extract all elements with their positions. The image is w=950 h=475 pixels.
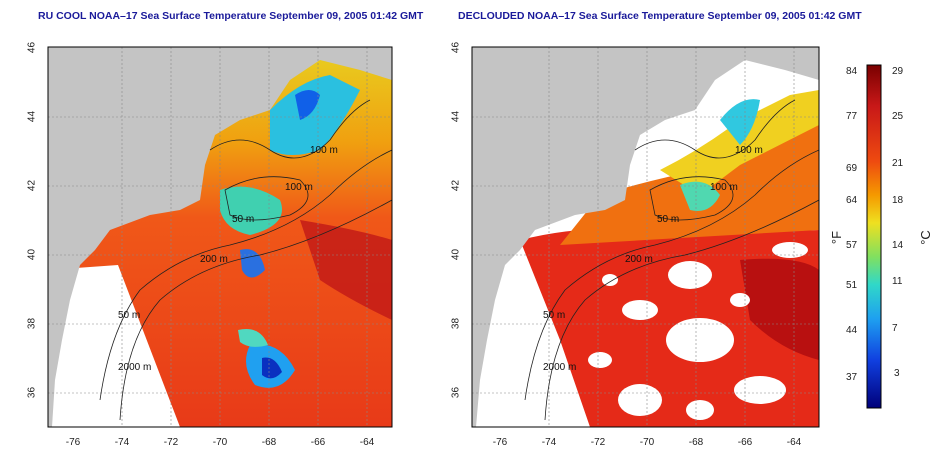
lon-tick: -70 [212,437,228,448]
colorbar [866,64,882,409]
lon-tick: -64 [786,437,802,448]
contour-label: 50 m [118,310,140,321]
lat-tick: 38 [26,317,38,330]
lon-tick: -74 [541,437,557,448]
lat-tick: 42 [450,179,462,192]
lon-tick: -72 [163,437,179,448]
left-map-frame [47,46,393,428]
right-map-frame [471,46,820,428]
lat-tick: 40 [450,248,462,261]
contour-label: 50 m [543,310,565,321]
colorbar-f-tick: 37 [846,372,858,383]
left-map: 100 m 100 m 50 m 200 m 50 m 2000 m [48,47,392,427]
contour-label: 200 m [200,254,228,265]
contour-label: 100 m [735,145,763,156]
contour-label: 100 m [285,182,313,193]
lat-tick: 38 [450,317,462,330]
right-map: 100 m 100 m 50 m 200 m 50 m 2000 m [472,47,819,427]
contour-label: 200 m [625,254,653,265]
lon-tick: -64 [359,437,375,448]
colorbar-c-tick: 14 [892,240,904,251]
colorbar-f-tick: 44 [846,325,858,336]
colorbar-celsius-label: °C [917,230,933,245]
contour-label: 100 m [310,145,338,156]
colorbar-f-tick: 69 [846,163,858,174]
lat-tick: 44 [450,110,462,123]
lat-tick: 40 [26,248,38,261]
lat-tick: 44 [26,110,38,123]
colorbar-f-tick: 77 [846,111,858,122]
contour-label: 2000 m [118,362,151,373]
lat-tick: 36 [450,386,462,399]
contour-label: 2000 m [543,362,576,373]
lat-tick: 36 [26,386,38,399]
colorbar-fahrenheit-label: °F [829,230,845,245]
lat-tick: 46 [26,41,38,54]
lon-tick: -66 [310,437,326,448]
lon-tick: -76 [492,437,508,448]
colorbar-c-tick: 25 [892,111,904,122]
colorbar-c-tick: 7 [892,323,898,334]
lon-tick: -76 [65,437,81,448]
lon-tick: -68 [688,437,704,448]
lon-tick: -68 [261,437,277,448]
colorbar-c-tick: 21 [892,158,904,169]
colorbar-c-tick: 3 [894,368,900,379]
colorbar-f-tick: 57 [846,240,858,251]
panel-left-title: RU COOL NOAA–17 Sea Surface Temperature … [38,10,424,22]
colorbar-c-tick: 29 [892,66,904,77]
colorbar-c-tick: 11 [892,276,903,287]
lon-tick: -74 [114,437,130,448]
colorbar-f-tick: 64 [846,195,858,206]
colorbar-f-tick: 51 [846,280,858,291]
contour-label: 100 m [710,182,738,193]
panel-right-title: DECLOUDED NOAA–17 Sea Surface Temperatur… [458,10,862,22]
colorbar-f-tick: 84 [846,66,858,77]
lon-tick: -66 [737,437,753,448]
lat-tick: 46 [450,41,462,54]
contour-label: 50 m [657,214,679,225]
lat-tick: 42 [26,179,38,192]
lon-tick: -70 [639,437,655,448]
lon-tick: -72 [590,437,606,448]
contour-label: 50 m [232,214,254,225]
colorbar-c-tick: 18 [892,195,904,206]
